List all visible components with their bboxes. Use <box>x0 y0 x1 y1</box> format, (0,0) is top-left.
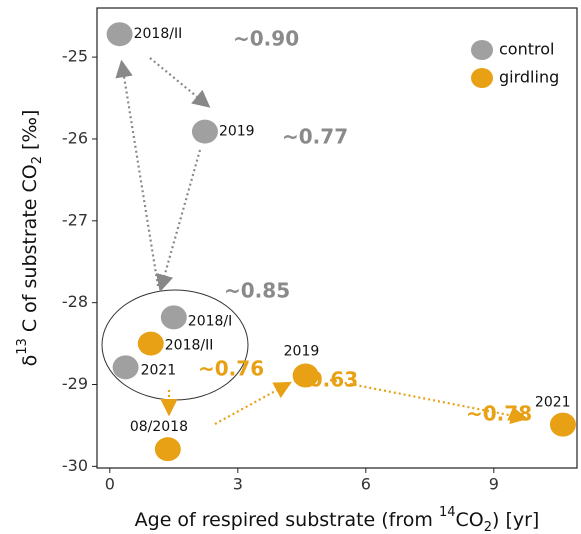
annotation: ~0.77 <box>282 125 348 149</box>
xlabel-part: 14 <box>439 505 456 520</box>
xlabel-part: 2 <box>484 520 492 534</box>
point <box>292 363 319 388</box>
legend-swatch <box>471 40 493 60</box>
point-label: 08/2018 <box>130 419 188 435</box>
point-label: 2021 <box>535 395 571 411</box>
point <box>154 437 181 462</box>
point <box>160 305 187 330</box>
ylabel-part: C of substrate CO <box>19 164 41 338</box>
arrow <box>115 59 160 287</box>
point <box>112 355 139 380</box>
arrow <box>214 381 292 425</box>
legend-label: control <box>499 40 554 59</box>
xlabel-part: ) [yr] <box>492 509 539 531</box>
arrows <box>115 57 529 425</box>
ylabel-part: 13 <box>15 338 30 355</box>
point-label: 2019 <box>284 344 320 360</box>
annotation: ~0.78 <box>466 402 532 426</box>
y-tick-label: -27 <box>62 210 88 229</box>
point-label: 2018/II <box>165 338 214 354</box>
y-tick-label: -29 <box>62 374 88 393</box>
y-tick-label: -25 <box>62 47 88 66</box>
x-tick-label: 6 <box>361 475 371 494</box>
point <box>549 412 576 437</box>
ylabel-part: δ <box>19 355 41 367</box>
annotation: ~0.85 <box>224 279 290 303</box>
plot-frame <box>96 7 578 469</box>
annotation: ~0.76 <box>198 357 264 381</box>
point <box>137 331 164 356</box>
point <box>106 22 133 47</box>
arrow <box>156 149 202 293</box>
x-tick-label: 0 <box>105 475 115 494</box>
point-label: 2019 <box>219 124 255 140</box>
point-label: 2018/I <box>188 313 232 329</box>
x-tick-label: 3 <box>233 475 243 494</box>
xlabel: Age of respired substrate (from 14CO2) [… <box>135 505 540 534</box>
point-label: 2021 <box>141 362 177 378</box>
ylabel-part: [‰] <box>19 110 41 156</box>
xlabel-part: Age of respired substrate (from <box>135 509 439 531</box>
x-tick-label: 9 <box>489 475 499 494</box>
xlabel-part: CO <box>455 509 483 531</box>
point-label: 2018/II <box>134 26 183 42</box>
ylabel: δ13 C of substrate CO2 [‰] <box>15 110 45 367</box>
y-tick-label: -26 <box>62 128 88 147</box>
point <box>191 119 218 144</box>
y-tick-label: -28 <box>62 292 88 311</box>
annotation: ~0.63 <box>292 368 358 392</box>
y-tick-label: -30 <box>62 456 88 475</box>
annotation: ~0.90 <box>233 27 299 51</box>
ylabel-part: 2 <box>30 156 45 164</box>
legend-swatch <box>471 68 493 88</box>
legend-label: girdling <box>499 68 559 87</box>
arrow <box>149 57 211 108</box>
